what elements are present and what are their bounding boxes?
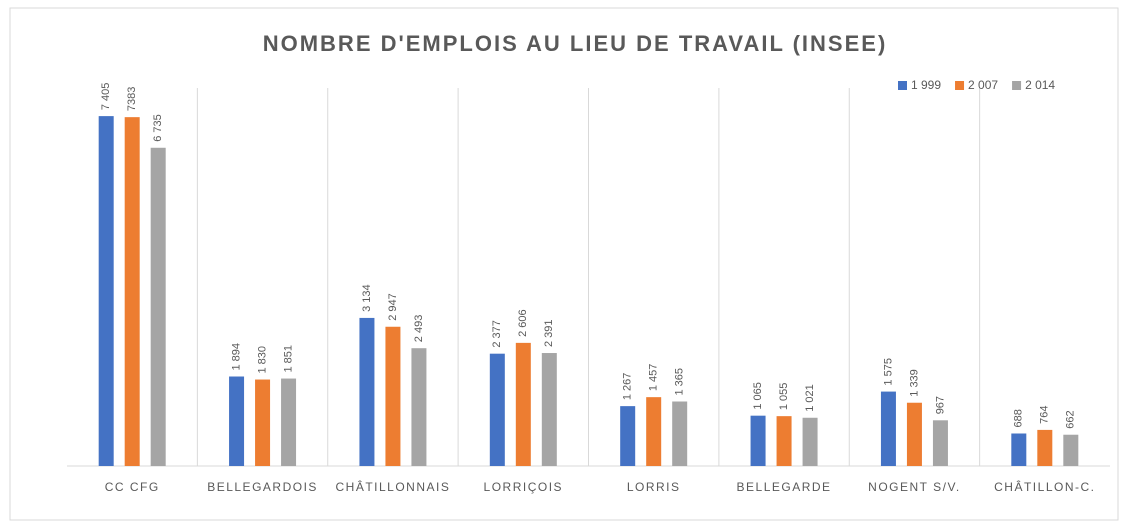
value-label: 662 (1065, 410, 1077, 428)
x-tick-label: NOGENT S/V. (868, 480, 961, 494)
bar (646, 397, 662, 466)
legend-label: 2 014 (1025, 78, 1055, 92)
x-tick-label: BELLEGARDE (737, 480, 832, 494)
chart-title: NOMBRE D'EMPLOIS AU LIEU DE TRAVAIL (INS… (263, 31, 888, 56)
value-label: 1 339 (908, 369, 920, 397)
bar (411, 348, 427, 466)
value-label: 7 405 (100, 83, 112, 111)
value-label: 2 947 (387, 293, 399, 321)
value-label: 1 267 (622, 373, 634, 401)
value-label: 1 457 (648, 364, 660, 392)
value-label: 2 391 (543, 319, 555, 347)
value-label: 1 065 (752, 382, 764, 410)
value-label: 1 575 (882, 358, 894, 386)
value-label: 1 365 (674, 368, 686, 396)
value-label: 1 055 (778, 383, 790, 411)
bar (489, 353, 505, 466)
bar (515, 342, 531, 466)
legend-label: 2 007 (968, 78, 998, 92)
bar (359, 317, 375, 466)
legend-swatch (955, 81, 965, 90)
bar (98, 116, 114, 467)
bar (776, 416, 792, 466)
bar (802, 417, 818, 466)
bar (620, 406, 636, 466)
x-tick-label: CHÂTILLONNAIS (336, 479, 451, 494)
value-label: 7383 (126, 87, 138, 111)
x-tick-label: LORRIS (627, 480, 681, 494)
value-label: 688 (1013, 409, 1025, 427)
value-label: 764 (1039, 406, 1051, 424)
bar (255, 379, 271, 466)
legend-swatch (1012, 81, 1022, 90)
bar (124, 117, 140, 466)
bar (1011, 433, 1027, 466)
bar (150, 147, 166, 467)
bar (541, 353, 557, 466)
value-label: 1 894 (230, 343, 242, 371)
x-tick-label: CC CFG (105, 480, 160, 494)
value-label: 967 (934, 396, 946, 414)
x-tick-label: LORRIÇOIS (484, 480, 564, 494)
value-label: 2 493 (413, 315, 425, 343)
bar (672, 401, 688, 466)
value-label: 3 134 (361, 284, 373, 312)
bar (229, 376, 245, 466)
bar (1063, 434, 1079, 466)
value-label: 1 851 (282, 345, 294, 373)
bar (385, 326, 401, 466)
value-label: 2 377 (491, 320, 503, 348)
bar (750, 415, 766, 466)
bar (1037, 429, 1053, 466)
x-tick-label: CHÂTILLON-C. (994, 479, 1095, 494)
bar (932, 420, 948, 466)
value-label: 2 606 (517, 309, 529, 337)
bar (906, 402, 922, 466)
value-label: 1 830 (256, 346, 268, 374)
legend-label: 1 999 (911, 78, 941, 92)
x-tick-label: BELLEGARDOIS (207, 480, 318, 494)
legend-swatch (898, 81, 907, 90)
bar (880, 391, 896, 466)
chart-area (9, 7, 1119, 521)
value-label: 1 021 (804, 384, 816, 412)
value-label: 6 735 (152, 114, 164, 142)
bar (281, 378, 297, 466)
